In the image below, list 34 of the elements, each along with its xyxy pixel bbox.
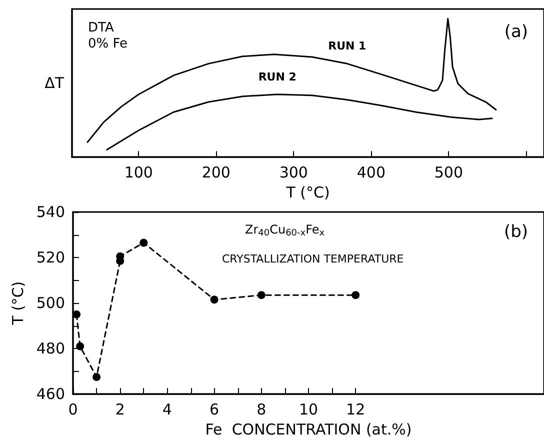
annotation: CRYSTALLIZATION TEMPERATURE [222,252,404,266]
series-label: RUN 2 [258,70,296,84]
x-tick-label: 0 [68,400,78,419]
y-tick-label: 480 [36,340,65,358]
y-axis-title: ΔT [44,74,65,92]
point [72,310,81,318]
y-tick-label: 460 [36,385,65,404]
x-tick-label: 200 [202,164,230,182]
x-tick-label: 100 [124,164,153,182]
x-axis-title: T (°C) [285,184,330,202]
x-tick-label: 2 [115,400,125,419]
point [140,238,148,247]
annotation: (a) [504,22,528,42]
point [352,291,360,300]
point [210,296,218,304]
y-tick-label: 540 [36,203,65,221]
annotation: (b) [504,222,528,242]
point [76,342,84,350]
point [92,373,101,382]
x-tick-label: 400 [356,164,386,182]
x-tick-label: 8 [256,400,266,419]
x-tick-label: 10 [298,400,318,419]
annotation: DTA 0% Fe [88,20,128,52]
y-axis-title: T (°C) [8,281,27,326]
x-axis-title: Fe CONCENTRATION (at.%) [205,420,412,438]
y-tick-label: 500 [36,294,65,312]
x-tick-label: 6 [210,400,220,419]
x-tick-label: 4 [162,400,172,419]
point [257,291,266,300]
y-tick-label: 520 [36,248,65,267]
x-tick-label: 12 [346,400,366,419]
series-label: RUN 1 [328,40,366,53]
x-tick-label: 500 [434,164,463,182]
x-tick-label: 300 [279,164,308,182]
